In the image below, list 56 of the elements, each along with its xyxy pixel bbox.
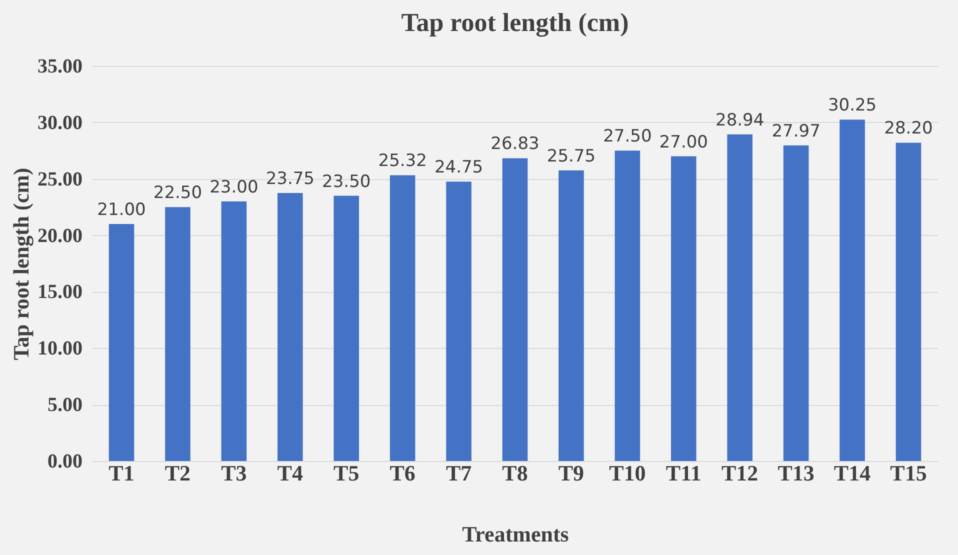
bar [221, 201, 247, 461]
data-label: 24.75 [434, 158, 484, 178]
data-label: 23.75 [266, 168, 314, 189]
data-label: 22.50 [153, 183, 202, 204]
bar [334, 196, 360, 461]
bar [614, 150, 640, 461]
data-label: 28.94 [716, 110, 764, 130]
x-tick-label: T14 [834, 460, 871, 486]
data-label: 25.32 [378, 151, 427, 172]
x-tick-label: T4 [277, 460, 303, 486]
y-tick-label: 10.00 [38, 338, 82, 360]
x-tick-label: T11 [666, 460, 702, 486]
bar [727, 134, 752, 461]
x-tick-label: T5 [334, 460, 360, 486]
y-tick-label: 0.00 [48, 450, 82, 472]
data-label: 23.00 [210, 177, 258, 198]
data-label: 21.00 [97, 200, 146, 220]
data-label: 27.97 [772, 121, 820, 142]
y-tick-label: 15.00 [38, 281, 82, 304]
bar [840, 120, 865, 461]
data-label: 25.75 [546, 146, 596, 166]
bar [783, 145, 809, 461]
x-tick-label: T9 [558, 460, 584, 486]
bar [446, 182, 472, 461]
bar [670, 156, 696, 461]
x-tick-label: T10 [609, 460, 646, 486]
x-tick-label: T13 [778, 460, 814, 486]
data-label: 27.50 [603, 126, 652, 147]
data-label: 26.83 [490, 134, 540, 154]
y-tick-label: 5.00 [48, 394, 82, 416]
x-tick-label: T6 [390, 460, 416, 486]
y-tick-label: 30.00 [38, 112, 82, 134]
x-tick-label: T1 [108, 460, 134, 486]
y-tick-label: 20.00 [38, 224, 82, 247]
x-tick-label: T3 [221, 460, 247, 486]
y-tick-label: 25.00 [38, 168, 82, 190]
data-label: 30.25 [828, 96, 877, 116]
bar [278, 192, 303, 461]
x-axis-title: Treatments [462, 522, 570, 546]
data-label: 27.00 [659, 132, 708, 152]
x-tick-label: T7 [446, 460, 472, 486]
bar [502, 158, 528, 461]
y-axis-title: Tap root length (cm) [8, 168, 34, 360]
x-tick-label: T12 [722, 460, 758, 486]
bar [390, 175, 416, 461]
bar [558, 170, 584, 461]
x-tick-label: T15 [890, 460, 927, 486]
y-tick-label: 35.00 [38, 56, 82, 78]
bar [896, 142, 922, 461]
bar [165, 207, 190, 461]
x-tick-label: T8 [502, 460, 528, 486]
bar [108, 224, 134, 461]
data-label: 28.20 [884, 118, 933, 139]
x-tick-label: T2 [164, 460, 191, 486]
data-label: 23.50 [322, 172, 371, 192]
chart-title: Tap root length (cm) [401, 8, 629, 37]
